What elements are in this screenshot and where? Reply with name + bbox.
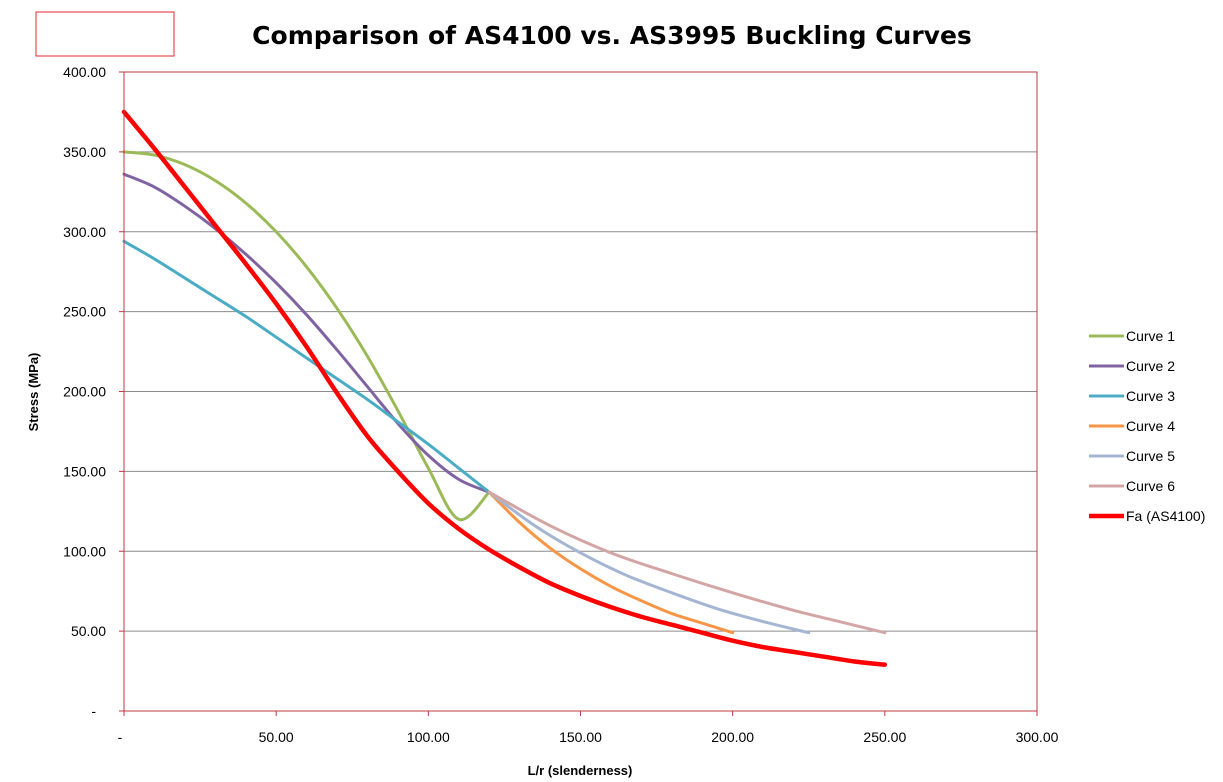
x-tick-label: 250.00 [863, 729, 906, 745]
gridlines [124, 151, 1037, 632]
legend-label-5: Curve 5 [1126, 448, 1175, 464]
x-axis-label: L/r (slenderness) [528, 763, 633, 778]
series-line-2 [122, 172, 491, 494]
x-tick-label: 150.00 [559, 729, 602, 745]
y-axis-label: Stress (MPa) [26, 353, 41, 432]
corner-box [35, 11, 175, 57]
x-tick-label: 200.00 [711, 729, 754, 745]
legend-label-1: Curve 1 [1126, 328, 1175, 344]
x-axis-ticks: - 50.00 100.00 150.00 200.00 250.00 300.00 [118, 711, 1059, 745]
series-line-5 [487, 490, 811, 635]
y-axis-ticks: - 50.00 100.00 150.00 200.00 250.00 300.00 350.… [63, 64, 124, 719]
y-tick-label: 350.00 [63, 144, 106, 160]
y-tick-label: - [91, 703, 96, 719]
legend-label-3: Curve 3 [1126, 388, 1175, 404]
series-line-4 [487, 490, 735, 635]
y-tick-label: 250.00 [63, 304, 106, 320]
series-line-6 [487, 490, 887, 635]
y-tick-label: 150.00 [63, 463, 106, 479]
y-tick-label: 300.00 [63, 224, 106, 240]
series-line-3 [122, 239, 491, 494]
legend: Curve 1 Curve 2 Curve 3 Curve 4 Curve 5 Curve… [1089, 328, 1205, 524]
x-tick-label: 300.00 [1016, 729, 1059, 745]
legend-label-4: Curve 4 [1126, 418, 1175, 434]
x-tick-label: - [118, 729, 123, 745]
y-tick-label: 400.00 [63, 64, 106, 80]
legend-label-2: Curve 2 [1126, 358, 1175, 374]
series-lines [121, 109, 888, 667]
series-line-7 [121, 109, 888, 667]
chart-title: Comparison of AS4100 vs. AS3995 Buckling… [252, 21, 972, 50]
x-tick-label: 100.00 [407, 729, 450, 745]
y-tick-label: 100.00 [63, 543, 106, 559]
x-tick-label: 50.00 [259, 729, 294, 745]
legend-label-6: Curve 6 [1126, 478, 1175, 494]
series-line-1 [122, 150, 491, 521]
y-tick-label: 200.00 [63, 384, 106, 400]
y-tick-label: 50.00 [71, 623, 106, 639]
legend-label-7: Fa (AS4100) [1126, 508, 1205, 524]
